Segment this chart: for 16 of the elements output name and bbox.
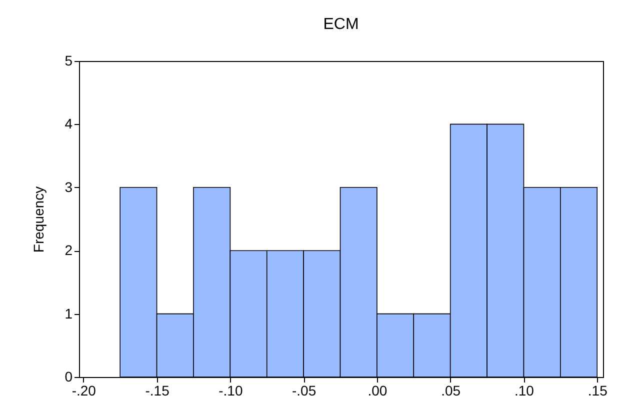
y-tick-label: 1 bbox=[64, 305, 73, 322]
x-tick-label: -.10 bbox=[218, 382, 243, 398]
y-tick-label: 2 bbox=[64, 242, 73, 258]
x-tick-label: -.20 bbox=[72, 382, 96, 398]
y-axis-title: Frequency bbox=[30, 186, 47, 253]
y-tick-label: 3 bbox=[64, 178, 73, 195]
x-tick-label: -.15 bbox=[145, 382, 170, 398]
y-tick-label: 4 bbox=[64, 116, 73, 132]
x-tick-label: .05 bbox=[441, 382, 461, 398]
x-tick-label: .15 bbox=[588, 382, 608, 398]
x-tick-label: .10 bbox=[514, 382, 534, 398]
chart-title: ECM bbox=[323, 16, 359, 33]
x-tick-label: -.05 bbox=[292, 382, 316, 398]
y-tick-label: 5 bbox=[64, 52, 73, 68]
x-tick-label: .00 bbox=[368, 382, 388, 398]
y-tick-label: 0 bbox=[64, 368, 73, 384]
